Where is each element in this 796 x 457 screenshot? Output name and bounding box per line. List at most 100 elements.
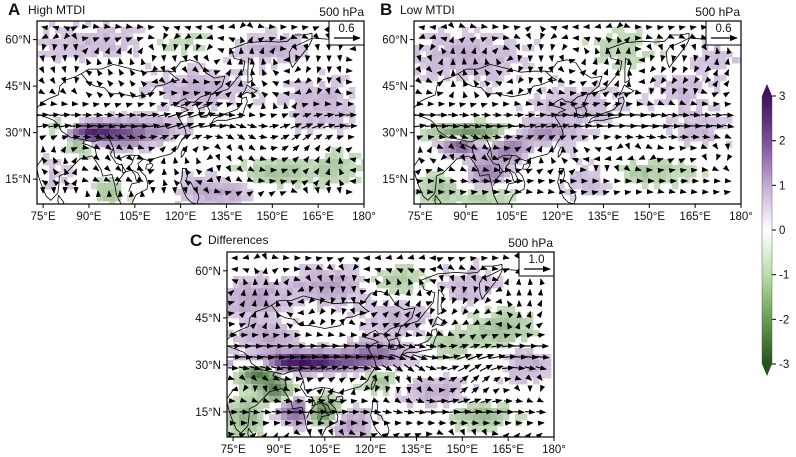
coastline [434,195,442,204]
wind-vector [462,286,468,294]
shading-cell [558,183,565,190]
wind-vector [448,428,455,436]
shading-cell [269,306,276,313]
shading-cell [426,69,433,76]
shading-cell [281,402,288,409]
shading-cell [456,63,463,70]
wind-vector [414,409,427,415]
wind-vector [140,69,148,77]
wind-vector [338,388,345,396]
shading-cell [492,33,499,40]
wind-vector [579,69,587,77]
shading-cell [486,153,493,160]
shading-cell [413,396,420,403]
shading-cell [468,201,475,204]
shading-cell [521,378,528,385]
wind-vector [726,153,733,161]
shading-cell [491,336,498,343]
shading-cell [437,282,444,289]
shading-cell [389,306,396,313]
shading-cell [474,147,481,154]
wind-vector [448,36,454,44]
wind-vector [304,409,317,415]
wind-vector [140,80,148,88]
shading-cell [672,93,679,100]
wind-vector [492,154,500,161]
wind-vector [513,157,521,165]
wind-vector [440,307,448,315]
wind-vector [414,311,422,319]
shading-cell [377,282,384,289]
shading-cell [211,183,218,190]
wind-vector [239,409,250,415]
shading-cell [426,171,433,178]
shading-cell [486,75,493,82]
shading-cell [193,195,200,202]
wind-vector [438,134,446,140]
wind-vector [92,154,100,161]
shading-cell [690,87,697,94]
wind-vector [425,65,433,73]
shading-cell [257,390,264,397]
wind-vector [371,322,379,328]
wind-vector [536,322,543,329]
wind-vector [385,268,393,274]
shading-cell [263,306,270,313]
shading-cell [534,135,541,142]
shading-cell [684,111,691,118]
shading-cell [467,300,474,307]
shading-cell [317,402,324,409]
shading-cell [331,153,338,160]
wind-vector [559,178,567,184]
shading-cell [97,45,104,52]
wind-vector [693,76,700,84]
shading-cell [259,57,266,64]
shading-cell [474,201,481,204]
wind-vector [235,354,253,360]
shading-cell [419,384,426,391]
shading-cell [461,294,468,301]
wind-vector [52,179,60,187]
shading-cell [510,57,517,64]
shading-cell [139,117,146,124]
shading-cell [389,330,396,337]
shading-cell [534,105,541,112]
shading-cell [55,45,62,52]
shading-cell [383,336,390,343]
wind-vector [261,322,267,330]
y-tick-label: 60°N [195,266,221,278]
wind-vector [126,154,133,161]
shading-cell [474,129,481,136]
shading-cell [594,171,601,178]
wind-vector [457,364,471,372]
wind-vector [678,112,690,118]
shading-cell [455,276,462,283]
shading-cell [313,117,320,124]
shading-cell [672,81,679,88]
shading-cell [121,141,128,148]
shading-cell [239,402,246,409]
shading-cell [480,177,487,184]
wind-vector [404,311,411,319]
shading-cell [450,129,457,136]
wind-vector [125,102,133,108]
shading-cell [269,282,276,289]
shading-cell [299,342,306,349]
wind-vector [462,68,468,76]
shading-cell [498,45,505,52]
shading-cell [49,171,56,178]
shading-cell [239,318,246,325]
wind-vector [136,176,144,182]
wind-vector [536,397,544,403]
shading-cell [229,93,236,100]
shading-cell [109,45,116,52]
wind-vector [526,310,532,318]
shading-cell [325,153,332,160]
shading-cell [497,336,504,343]
shading-cell [474,75,481,82]
shading-cell [456,189,463,196]
shading-cell [263,294,270,301]
wind-vector [269,134,279,140]
wind-vector [471,386,479,394]
shading-cell [365,336,372,343]
